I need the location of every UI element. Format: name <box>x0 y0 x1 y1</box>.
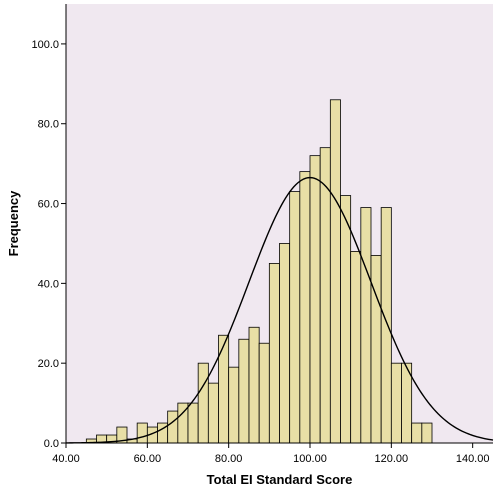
y-tick-label: 100.0 <box>31 39 59 51</box>
x-tick-label: 80.00 <box>215 453 243 465</box>
x-tick-label: 140.00 <box>456 453 490 465</box>
histogram-bar <box>167 410 179 444</box>
histogram-bar <box>390 362 402 444</box>
histogram-bar <box>309 155 321 444</box>
histogram-bar <box>411 422 423 444</box>
histogram-bar <box>258 342 270 444</box>
x-tick-label: 120.00 <box>375 453 409 465</box>
histogram-bar <box>289 191 301 444</box>
y-axis-ticks: 0.0 20.0 40.0 60.0 80.0 100.0 <box>31 39 66 450</box>
histogram-bar <box>279 243 291 444</box>
histogram-bar <box>197 362 209 444</box>
x-axis-ticks: 40.00 60.00 80.00 100.00 120.00 140.00 <box>52 443 489 465</box>
histogram-bar <box>329 99 341 444</box>
y-tick-label: 40.0 <box>38 278 59 290</box>
x-tick-label: 40.00 <box>52 453 80 465</box>
histogram-bar <box>319 147 331 444</box>
y-tick-label: 0.0 <box>44 438 59 450</box>
histogram-bar <box>380 207 392 444</box>
histogram-bar <box>370 255 382 444</box>
histogram-bar <box>228 366 240 444</box>
y-axis-title: Frequency <box>6 190 21 257</box>
histogram-bar <box>136 422 148 444</box>
y-tick-label: 60.0 <box>38 199 59 211</box>
histogram-bar <box>207 382 219 444</box>
x-tick-label: 100.00 <box>293 453 327 465</box>
histogram-bar <box>238 338 250 444</box>
histogram-bar <box>218 334 230 444</box>
histogram-bar <box>360 207 372 444</box>
histogram-bar <box>350 251 362 444</box>
histogram-bar <box>340 195 352 444</box>
x-tick-label: 60.00 <box>134 453 162 465</box>
x-axis-title: Total EI Standard Score <box>207 472 353 487</box>
normal-curve <box>65 176 494 444</box>
histogram-bar <box>299 171 311 444</box>
histogram-bar <box>248 326 260 444</box>
y-tick-label: 80.0 <box>38 119 59 131</box>
histogram-bar <box>187 402 199 444</box>
histogram-bar <box>268 263 280 444</box>
histogram-bar <box>421 422 433 444</box>
y-tick-label: 20.0 <box>38 358 59 370</box>
